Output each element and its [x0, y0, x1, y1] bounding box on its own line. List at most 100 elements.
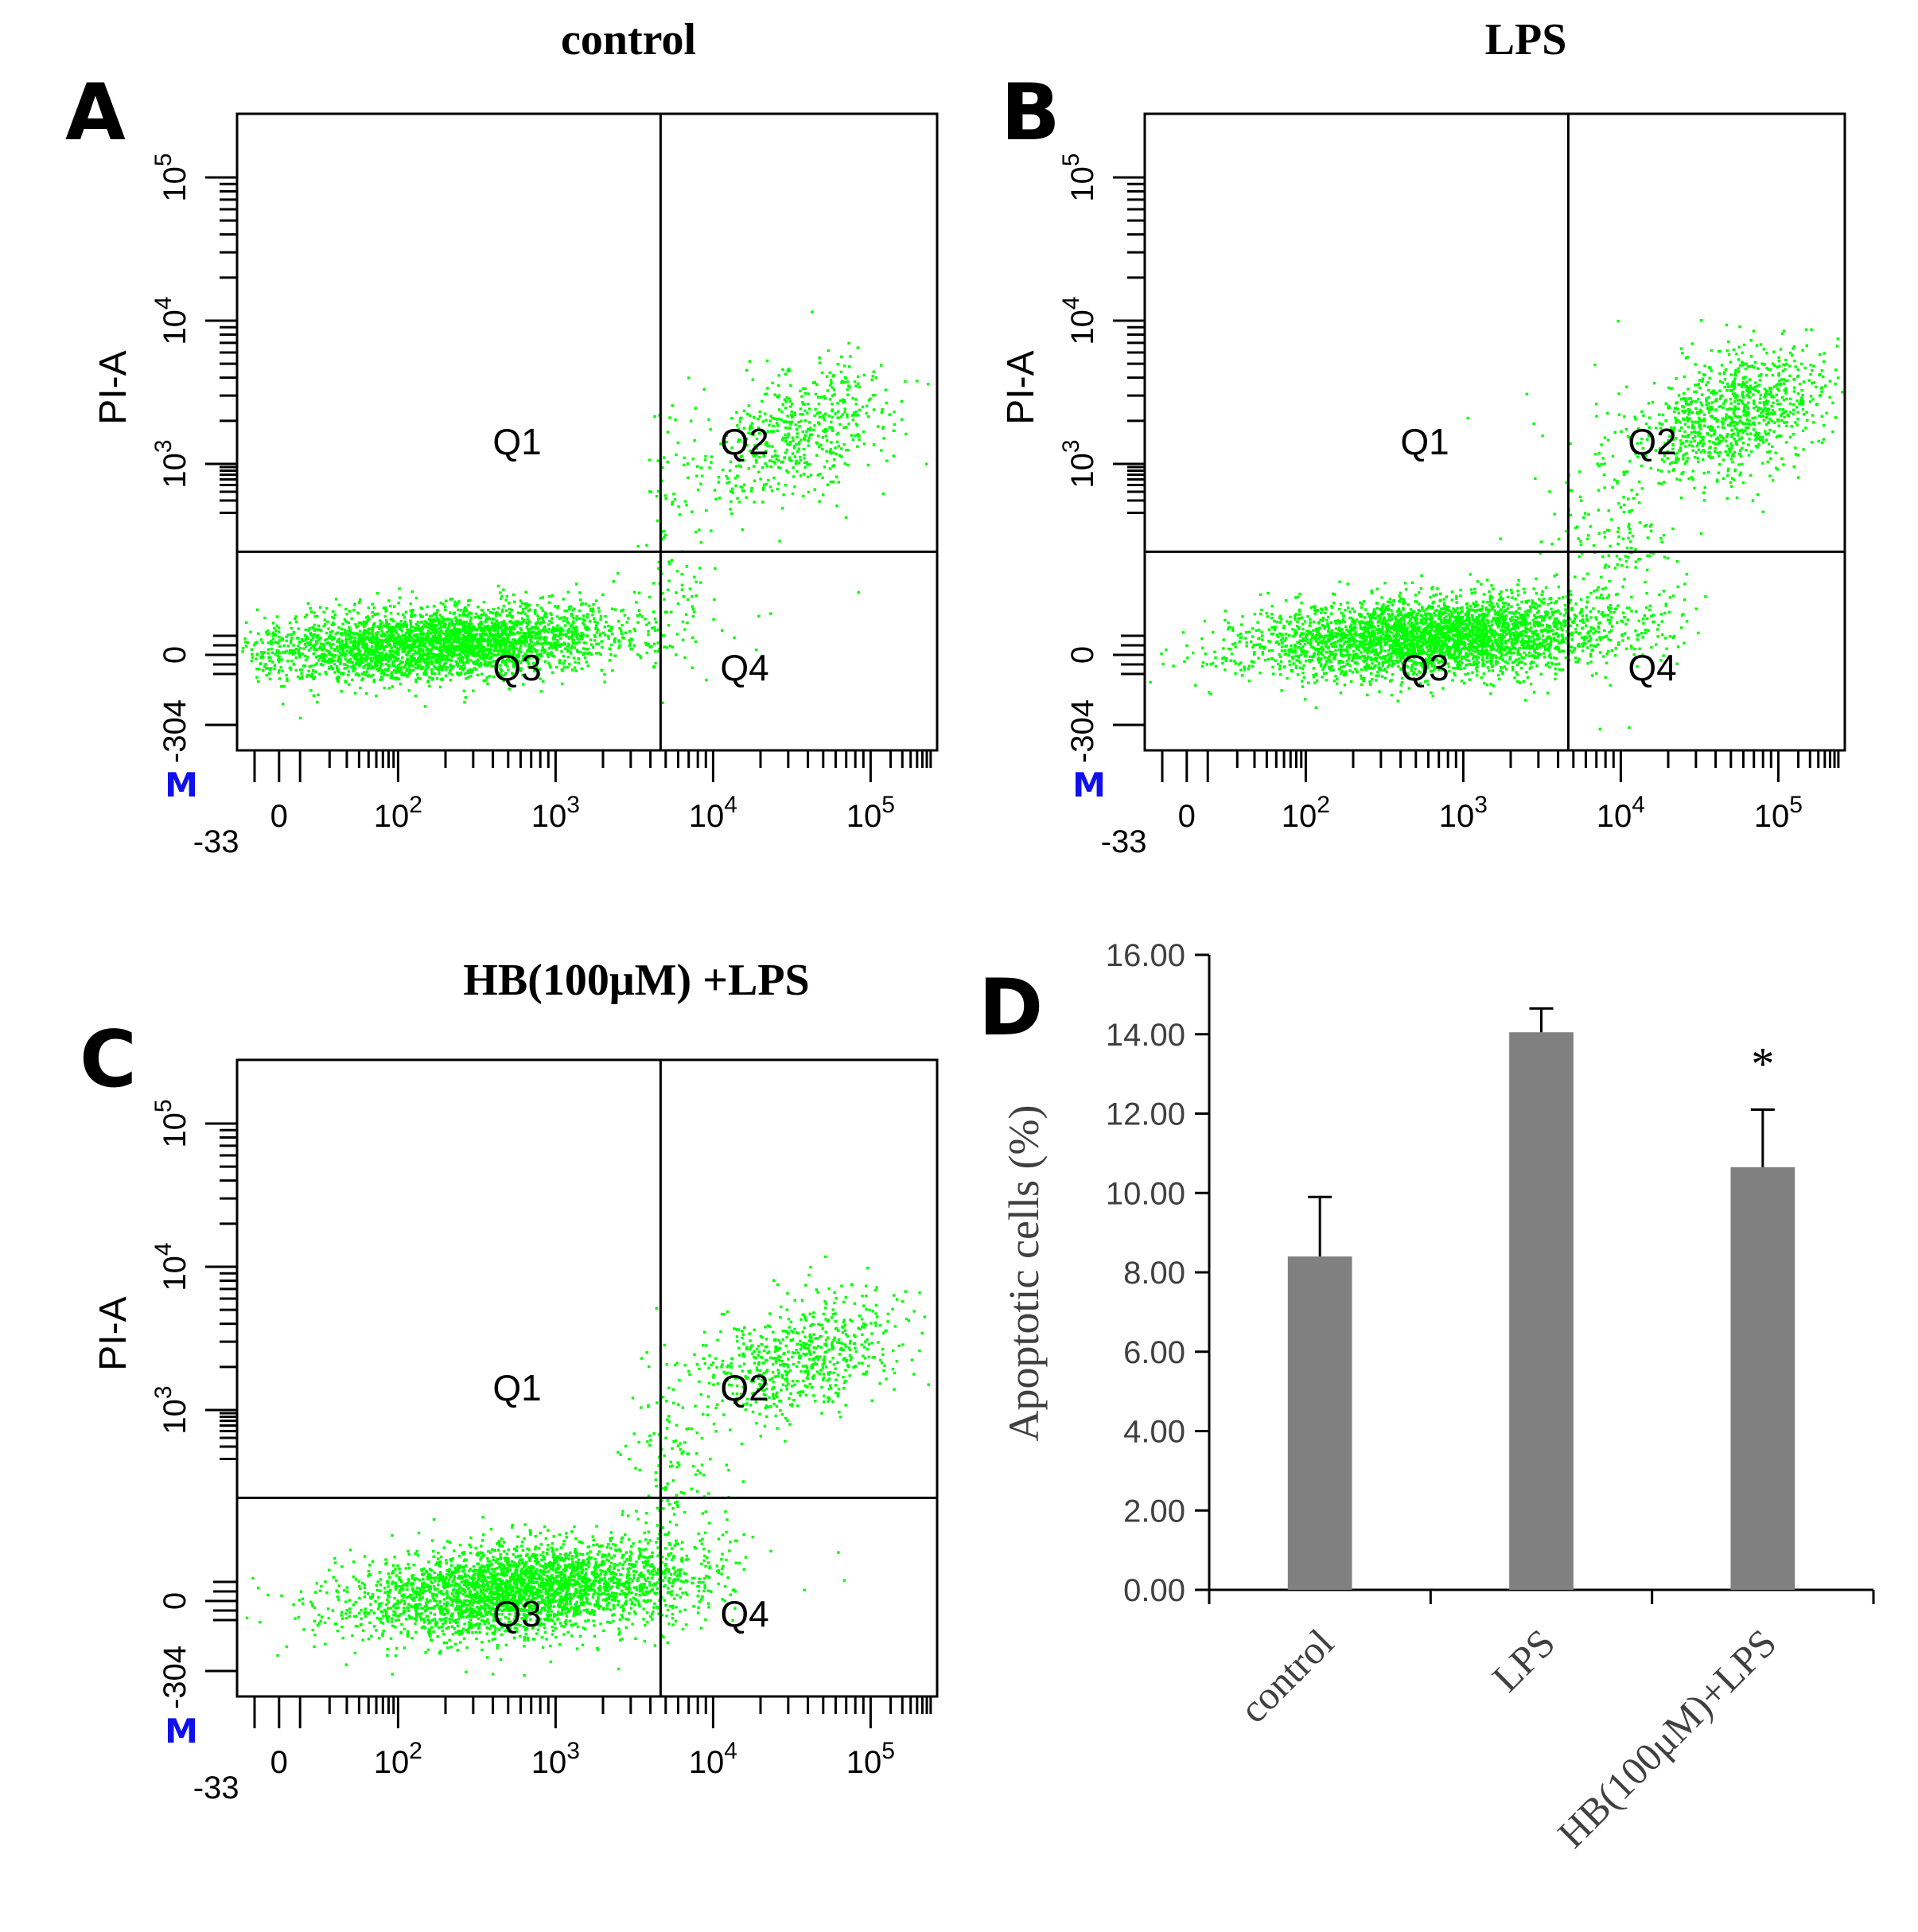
event-dot	[1535, 647, 1539, 650]
event-dot	[289, 668, 293, 671]
event-dot	[1450, 590, 1454, 594]
event-dot	[1280, 649, 1284, 652]
event-dot	[400, 673, 403, 677]
event-dot	[329, 664, 333, 668]
event-dot	[503, 619, 506, 623]
event-dot	[769, 430, 773, 433]
event-dot	[785, 469, 788, 473]
event-dot	[490, 645, 493, 649]
event-dot	[522, 657, 525, 661]
event-dot	[829, 452, 832, 455]
event-dot	[585, 628, 588, 632]
event-dot	[768, 419, 772, 423]
event-dot	[301, 675, 304, 678]
event-dot	[275, 615, 279, 618]
event-dot	[439, 642, 442, 645]
event-dot	[449, 633, 453, 636]
event-dot	[348, 657, 352, 661]
event-dot	[644, 617, 647, 621]
event-dot	[292, 631, 295, 634]
event-dot	[413, 634, 416, 637]
event-dot	[713, 598, 716, 602]
event-dot	[829, 398, 832, 401]
event-dot	[322, 652, 325, 656]
event-dot	[818, 415, 822, 419]
event-dot	[1457, 617, 1461, 621]
event-dot	[484, 618, 488, 621]
event-dot	[519, 667, 523, 670]
event-dot	[454, 616, 457, 619]
event-dot	[534, 612, 537, 615]
event-dot	[856, 375, 860, 378]
event-dot	[771, 455, 774, 458]
event-dot	[431, 624, 435, 627]
event-dot	[1515, 619, 1518, 622]
event-dot	[414, 596, 418, 600]
event-dot	[813, 424, 816, 427]
panel-label: A	[65, 68, 126, 158]
event-dot	[474, 612, 478, 616]
event-dot	[1414, 645, 1417, 649]
event-dot	[519, 639, 523, 642]
event-dot	[427, 617, 431, 621]
event-dot	[545, 641, 548, 645]
event-dot	[508, 648, 511, 652]
event-dot	[571, 641, 574, 645]
event-dot	[352, 633, 356, 636]
event-dot	[411, 658, 415, 661]
event-dot	[571, 631, 574, 634]
event-dot	[1508, 632, 1511, 635]
event-dot	[1596, 643, 1599, 646]
event-dot	[752, 465, 756, 468]
event-dot	[645, 643, 648, 646]
event-dot	[1557, 634, 1560, 637]
event-dot	[1251, 635, 1255, 638]
event-dot	[464, 626, 468, 629]
event-dot	[1461, 626, 1464, 630]
event-dot	[566, 590, 570, 594]
event-dot	[414, 680, 418, 684]
event-dot	[464, 695, 467, 699]
event-dot	[404, 635, 408, 639]
event-dot	[1275, 633, 1278, 637]
event-dot	[390, 646, 393, 650]
event-dot	[360, 678, 364, 682]
event-dot	[371, 641, 374, 645]
event-dot	[338, 655, 341, 658]
event-dot	[813, 414, 816, 418]
event-dot	[543, 651, 546, 654]
event-dot	[380, 645, 384, 649]
event-dot	[484, 660, 487, 664]
y-tick-label: 0	[158, 646, 193, 664]
event-dot	[405, 632, 408, 635]
event-dot	[402, 673, 406, 677]
event-dot	[1406, 673, 1410, 676]
event-dot	[538, 657, 541, 660]
event-dot	[745, 496, 748, 499]
event-dot	[562, 662, 565, 665]
event-dot	[1704, 595, 1707, 598]
event-dot	[1300, 647, 1303, 650]
event-dot	[846, 415, 849, 419]
event-dot	[391, 662, 395, 665]
event-dot	[799, 474, 803, 477]
event-dot	[505, 658, 509, 661]
event-dot	[826, 439, 829, 442]
event-dot	[757, 426, 761, 430]
event-dot	[488, 662, 492, 665]
event-dot	[632, 644, 636, 647]
event-dot	[1694, 607, 1698, 610]
event-dot	[398, 587, 401, 590]
event-dot	[405, 623, 408, 626]
event-dot	[683, 656, 687, 660]
event-dot	[1438, 625, 1441, 629]
event-dot	[1354, 668, 1357, 671]
event-dot	[376, 631, 379, 634]
event-dot	[486, 626, 489, 629]
event-dot	[471, 645, 474, 648]
event-dot	[818, 500, 821, 503]
event-dot	[846, 393, 850, 396]
event-dot	[482, 601, 486, 604]
event-dot	[508, 652, 512, 655]
event-dot	[663, 598, 666, 601]
